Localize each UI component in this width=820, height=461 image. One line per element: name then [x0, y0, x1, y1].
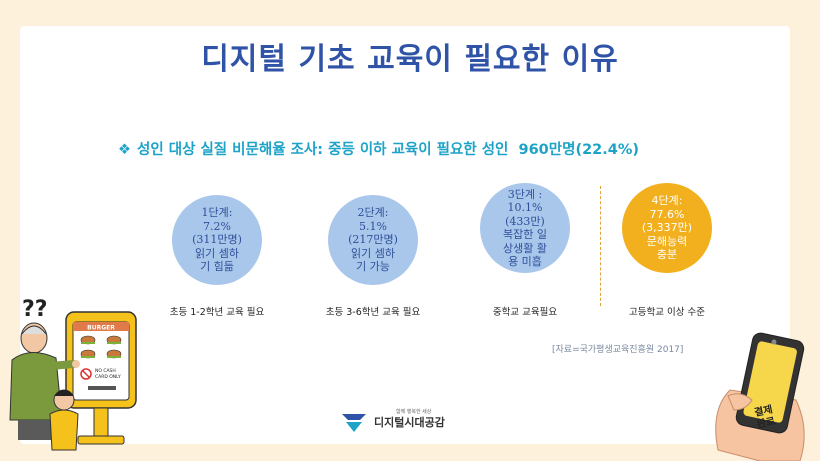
- stage-label: 4단계:: [651, 194, 683, 208]
- svg-text:CARD ONLY: CARD ONLY: [95, 374, 121, 380]
- stage-1-caption: 초등 1-2학년 교육 필요: [169, 307, 265, 318]
- stage-label: 3단계 :: [507, 187, 543, 201]
- stage-percent: 77.6%: [649, 207, 685, 221]
- stage-description: 충분: [656, 248, 678, 262]
- stage-description: 복잡한 일: [503, 228, 547, 241]
- source-note: [자료=국가평생교육진흥원 2017]: [552, 345, 684, 355]
- stage-label: 1단계:: [201, 206, 233, 220]
- stage-percent: 5.1%: [359, 219, 387, 233]
- stage-description: 문해능력: [646, 234, 688, 248]
- logo-name: 디지털시대공감: [374, 416, 445, 429]
- question-marks-icon: ??: [22, 297, 48, 322]
- stage-4-circle: 4단계: 77.6% (3,337만) 문해능력 충분: [622, 183, 712, 273]
- survey-summary-value: 960만명(22.4%): [518, 142, 640, 158]
- logo-mark-icon: [342, 414, 366, 432]
- stage-3-circle: 3단계 : 10.1% (433만) 복잡한 일 상생활 활 용 미흡: [480, 183, 570, 273]
- svg-text:BURGER: BURGER: [87, 325, 115, 332]
- stage-count: (217만명): [348, 233, 398, 247]
- svg-text:NO CASH: NO CASH: [95, 368, 116, 374]
- stage-description: 읽기 셈하: [195, 246, 239, 260]
- stage-description: 상생활 활: [503, 241, 547, 255]
- badge-line: 완료: [755, 416, 777, 431]
- stage-percent: 7.2%: [203, 219, 231, 233]
- logo-slogan: 함께 행복한 세상: [396, 409, 432, 415]
- kiosk-illustration: ?? BURGER NO CASH CARD ONLY: [9, 297, 137, 451]
- organization-logo: 함께 행복한 세상 디지털시대공감: [340, 409, 445, 434]
- stage-description: 읽기 셈하: [351, 246, 395, 260]
- diamond-bullet-icon: ❖: [118, 142, 131, 158]
- stage-2-caption: 초등 3-6학년 교육 필요: [325, 307, 421, 318]
- stage-count: (3,337만): [641, 221, 693, 235]
- stage-4-caption: 고등학교 이상 수준: [629, 307, 705, 318]
- stage-description: 기 가능: [356, 260, 390, 274]
- stage-percent: 10.1%: [507, 201, 543, 214]
- stage-description: 기 힘듦: [200, 260, 234, 274]
- stage-label: 2단계:: [357, 206, 389, 220]
- stage-1-circle: 1단계: 7.2% (311만명) 읽기 셈하 기 힘듦: [172, 195, 262, 285]
- slide-title: 디지털 기초 교육이 필요한 이유: [201, 42, 619, 77]
- stage-2-circle: 2단계: 5.1% (217만명) 읽기 셈하 기 가능: [328, 195, 418, 285]
- survey-summary-text: 성인 대상 실질 비문해율 조사: 중등 이하 교육이 필요한 성인: [137, 142, 509, 158]
- dashed-divider: [600, 186, 601, 306]
- survey-summary: ❖ 성인 대상 실질 비문해율 조사: 중등 이하 교육이 필요한 성인 960만…: [118, 138, 639, 159]
- stage-count: (311만명): [192, 233, 242, 247]
- stage-count: (433만): [505, 214, 545, 228]
- stage-description: 용 미흡: [508, 255, 542, 268]
- phone-illustration: [715, 332, 805, 461]
- stage-3-caption: 중학교 교육필요: [492, 307, 558, 318]
